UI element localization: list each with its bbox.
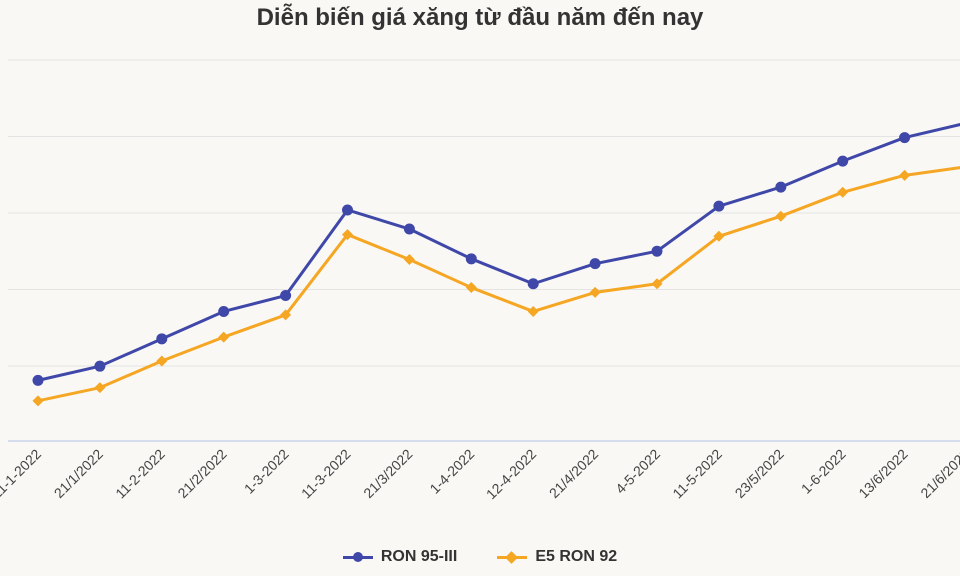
legend-marker-e5	[505, 550, 519, 564]
x-tick-label: 1-6-2022	[798, 446, 849, 497]
data-point	[837, 186, 849, 198]
data-point	[713, 230, 725, 242]
series-line-ron95	[37, 123, 960, 382]
series-line-e5	[37, 166, 960, 403]
data-point	[465, 282, 477, 294]
data-point	[899, 132, 911, 144]
data-point	[94, 382, 106, 394]
data-point	[156, 333, 168, 345]
data-point	[32, 374, 44, 386]
data-point	[837, 155, 849, 167]
data-point	[465, 253, 477, 265]
x-tick-label: 21/2/2022	[174, 446, 230, 502]
data-point	[589, 258, 601, 270]
data-point	[32, 395, 44, 407]
x-tick-label: 23/5/2022	[732, 446, 788, 502]
x-tick-label: 11-2-2022	[112, 446, 168, 502]
data-point	[342, 229, 353, 241]
x-tick-label: 1-3-2022	[241, 446, 292, 497]
x-tick-label: 12-4-2022	[483, 446, 540, 503]
data-point	[280, 309, 292, 321]
legend-item-e5[interactable]: E5 RON 92	[497, 548, 617, 566]
data-point	[713, 200, 725, 212]
data-point	[527, 305, 539, 317]
data-point	[775, 181, 787, 193]
data-point	[280, 290, 292, 302]
data-point	[651, 245, 663, 257]
legend-label-ron95: RON 95-III	[380, 548, 458, 565]
data-point	[342, 204, 353, 216]
data-point	[403, 223, 415, 235]
legend-item-ron95[interactable]: RON 95-III	[342, 548, 458, 566]
x-tick-label: 4-5-2022	[612, 446, 663, 497]
x-tick-label: 11-3-2022	[298, 446, 354, 502]
chart-legend: RON 95-III E5 RON 92	[0, 548, 960, 566]
x-tick-label: 11-5-2022	[669, 446, 725, 502]
x-tick-label: 1-4-2022	[426, 446, 477, 497]
legend-marker-ron95	[352, 551, 363, 562]
chart-title: Diễn biến giá xăng từ đầu năm đến nay	[256, 4, 704, 31]
data-point	[527, 278, 539, 290]
data-point	[589, 286, 601, 298]
data-point	[403, 254, 415, 266]
legend-swatch-ron95	[342, 551, 373, 562]
x-tick-label: 11-1-2022	[0, 446, 44, 502]
legend-label-e5: E5 RON 92	[535, 548, 618, 565]
data-point	[218, 305, 230, 317]
x-tick-label: 13/6/2022	[855, 446, 911, 502]
x-tick-label: 21/3/2022	[360, 446, 416, 502]
data-point	[775, 210, 787, 222]
data-point	[156, 355, 168, 367]
data-point	[651, 278, 663, 290]
x-tick-label: 21/6/2022	[917, 446, 960, 502]
x-tick-label: 21/4/2022	[546, 446, 602, 502]
x-tick-label: 21/1/2022	[51, 446, 107, 502]
legend-swatch-e5	[497, 550, 528, 564]
data-point	[94, 360, 106, 372]
data-point	[218, 331, 230, 343]
data-point	[899, 169, 911, 181]
